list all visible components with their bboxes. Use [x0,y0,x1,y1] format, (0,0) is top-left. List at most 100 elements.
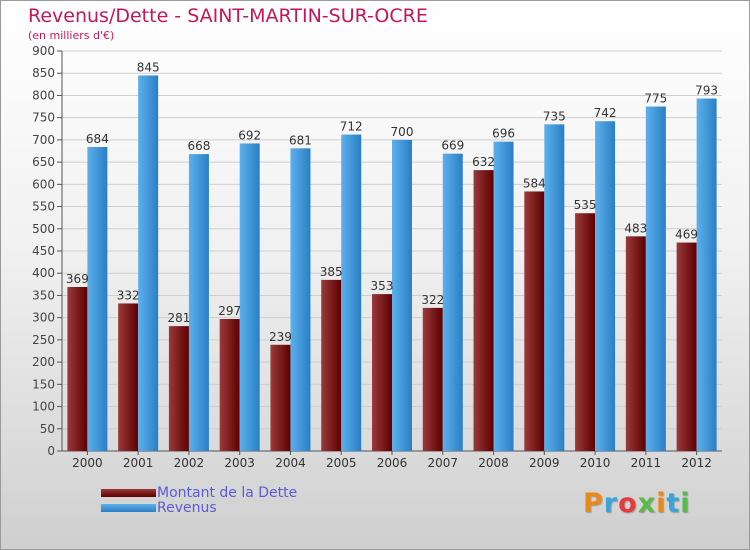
bars [67,75,717,452]
bar-revenue [544,124,565,451]
y-tick-label: 100 [32,400,55,414]
data-label: 700 [391,125,414,139]
bar-debt [524,191,545,451]
legend-label-revenue: Revenus [157,500,217,516]
bar-revenue [442,153,463,451]
bar-debt [575,213,596,451]
x-tick-label: 2000 [72,456,103,470]
x-tick-label: 2012 [681,456,712,470]
data-label: 297 [218,304,241,318]
data-label: 483 [624,221,647,235]
y-tick-label: 150 [32,377,55,391]
bar-revenue [290,148,311,452]
y-tick-label: 450 [32,244,55,258]
bar-debt [118,303,139,451]
data-label: 584 [523,176,546,190]
y-tick-label: 850 [32,66,55,80]
logo-letter: P [583,488,604,519]
y-tick-label: 900 [32,44,55,58]
data-label: 692 [238,128,261,142]
y-tick-label: 800 [32,88,55,102]
y-tick-label: 500 [32,222,55,236]
y-tick-label: 350 [32,288,55,302]
data-label: 742 [594,106,617,120]
data-label: 239 [269,330,292,344]
data-label: 775 [644,92,667,106]
y-tick-label: 250 [32,333,55,347]
bar-debt [270,344,291,451]
legend-swatch-revenue [101,504,156,512]
data-label: 469 [675,228,698,242]
logo-letter: i [656,488,667,519]
x-tick-label: 2007 [427,456,458,470]
data-label: 632 [472,155,495,169]
y-tick-label: 550 [32,200,55,214]
y-tick-label: 600 [32,177,55,191]
legend-label-debt: Montant de la Dette [157,485,298,501]
data-label: 353 [371,279,394,293]
x-tick-label: 2006 [377,456,408,470]
data-label: 696 [492,127,515,141]
logo-letter: o [618,488,638,519]
data-label: 668 [187,139,210,153]
data-label: 535 [574,198,597,212]
x-tick-label: 2011 [631,456,662,470]
chart-title: Revenus/Dette - SAINT-MARTIN-SUR-OCRE [28,5,428,27]
axes: 0 50 100 150 200 250 300 350 400 450 500 550 600 650 7… [32,44,722,470]
logo-letter: i [680,488,691,519]
y-tick-label: 200 [32,355,55,369]
data-label: 332 [117,288,140,302]
x-tick-label: 2001 [123,456,154,470]
bar-revenue [493,141,514,451]
bar-debt [168,326,189,451]
bar-debt [219,319,240,451]
bar-debt [473,170,494,451]
y-tick-label: 700 [32,133,55,147]
logo-letter: r [603,488,619,519]
y-tick-label: 0 [47,444,55,458]
bar-debt [676,242,697,451]
logo-letter: t [666,488,681,519]
bar-revenue [239,143,260,451]
data-label: 793 [695,84,718,98]
proxiti-logo: Proxiti [583,488,691,519]
data-label: 385 [320,265,343,279]
data-label: 322 [421,293,444,307]
chart-subtitle: (en milliers d'€) [28,29,115,42]
bar-debt [321,279,342,451]
bar-revenue [138,75,159,451]
bar-revenue [645,106,666,452]
x-tick-label: 2003 [224,456,255,470]
data-label: 684 [86,132,109,146]
y-tick-label: 750 [32,111,55,125]
data-label: 369 [66,272,89,286]
x-tick-label: 2010 [580,456,611,470]
x-tick-label: 2004 [275,456,306,470]
bar-debt [67,287,88,451]
data-label: 681 [289,133,312,147]
data-label: 669 [441,139,464,153]
y-tick-label: 400 [32,266,55,280]
y-tick-label: 650 [32,155,55,169]
y-tick-label: 50 [40,422,55,436]
data-label: 712 [340,120,363,134]
bar-debt [422,307,443,451]
bar-debt [625,236,646,451]
x-tick-label: 2008 [478,456,509,470]
y-tick-label: 300 [32,311,55,325]
bar-revenue [595,121,616,451]
data-label: 845 [137,60,160,74]
data-label: 281 [167,311,190,325]
bar-revenue [392,139,412,451]
legend-swatch-debt [101,489,156,497]
x-tick-label: 2009 [529,456,560,470]
bar-revenue [696,98,717,452]
bar-revenue [188,154,209,451]
x-tick-label: 2005 [326,456,357,470]
x-tick-label: 2002 [174,456,205,470]
logo-letter: x [637,488,657,519]
bar-revenue [87,147,108,451]
data-labels: 369 684 332 845 281 668 297 692 239 681 385 712 353 7… [66,60,718,343]
